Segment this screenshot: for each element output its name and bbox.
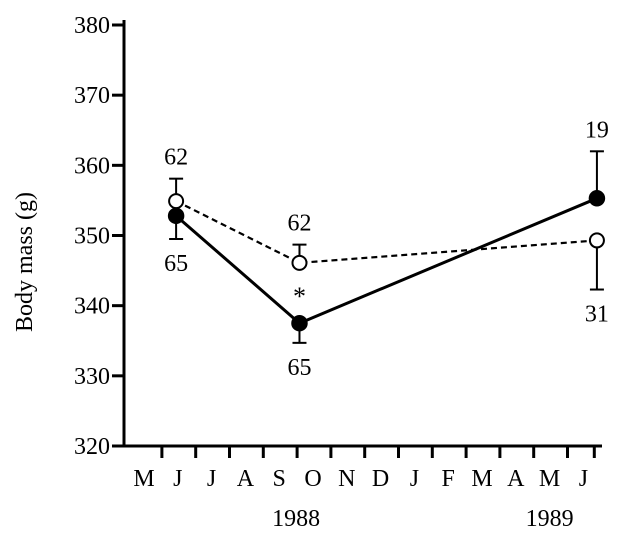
sample-size-label: 19 bbox=[585, 117, 609, 143]
y-axis: 320 330 340 350 360 370 380 bbox=[74, 13, 126, 460]
y-tick-label: 330 bbox=[74, 364, 110, 390]
x-tick-label: A bbox=[507, 466, 525, 492]
y-tick-label: 350 bbox=[74, 224, 110, 250]
data-point bbox=[168, 193, 185, 210]
x-tick-label: M bbox=[133, 466, 154, 492]
data-point bbox=[291, 254, 308, 271]
sample-size-label: 65 bbox=[287, 355, 311, 381]
y-tick-label: 360 bbox=[74, 153, 110, 179]
year-label: 1988 bbox=[272, 506, 320, 532]
x-tick-label: D bbox=[372, 466, 389, 492]
x-tick-label: S bbox=[273, 466, 286, 492]
sample-size-label: 62 bbox=[287, 211, 311, 237]
y-tick-label: 380 bbox=[74, 13, 110, 39]
sample-size-label: 31 bbox=[585, 302, 609, 328]
year-label: 1989 bbox=[526, 506, 574, 532]
label-layer: 65 65 19 62 62 31 * bbox=[164, 117, 609, 381]
series-2 bbox=[168, 177, 605, 291]
y-tick-label: 320 bbox=[74, 434, 110, 460]
series-1 bbox=[167, 150, 606, 344]
x-tick-label: J bbox=[207, 466, 216, 492]
x-tick-label: J bbox=[410, 466, 419, 492]
y-tick-label: 340 bbox=[74, 294, 110, 320]
sample-size-label: 65 bbox=[164, 251, 188, 277]
x-tick-label: M bbox=[539, 466, 560, 492]
data-point bbox=[167, 207, 185, 225]
series-line bbox=[175, 196, 598, 325]
x-tick-label: A bbox=[237, 466, 255, 492]
series-line bbox=[175, 200, 598, 264]
x-tick-label: M bbox=[471, 466, 492, 492]
data-point bbox=[588, 232, 605, 249]
data-point bbox=[291, 314, 308, 332]
x-tick-label: O bbox=[304, 466, 321, 492]
x-tick-label: N bbox=[338, 466, 355, 492]
sample-size-label: 62 bbox=[164, 145, 188, 171]
y-tick-label: 370 bbox=[74, 83, 110, 109]
x-tick-label: J bbox=[579, 466, 588, 492]
x-tick-label: F bbox=[442, 466, 455, 492]
x-tick-label: J bbox=[173, 466, 182, 492]
significance-marker: * bbox=[293, 282, 306, 311]
series-layer bbox=[167, 150, 606, 344]
y-axis-title: Body mass (g) bbox=[12, 192, 38, 332]
data-point bbox=[588, 190, 606, 207]
